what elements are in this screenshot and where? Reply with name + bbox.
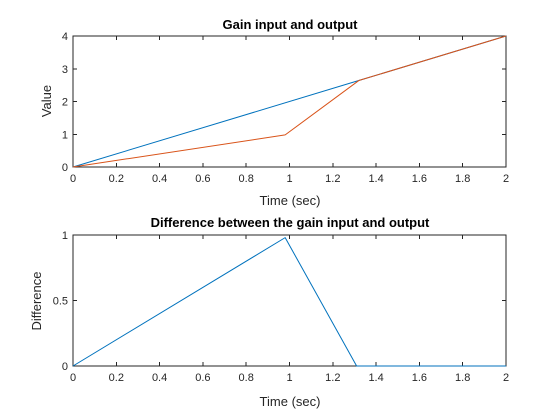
x-axis-label: Time (sec) xyxy=(260,193,321,208)
x-axis-label: Time (sec) xyxy=(260,394,321,409)
y-tick-label: 3 xyxy=(62,64,68,76)
x-tick-label: 2 xyxy=(503,173,509,185)
x-tick-label: 1.8 xyxy=(455,173,470,185)
series-line-1 xyxy=(72,237,506,367)
y-tick-label: 1 xyxy=(62,230,68,242)
x-tick-label: 1.4 xyxy=(368,372,383,384)
x-tick-label: 1.2 xyxy=(325,173,340,185)
x-tick-label: 2 xyxy=(503,372,509,384)
x-tick-label: 0.2 xyxy=(109,173,124,185)
chart-title: Difference between the gain input and ou… xyxy=(151,215,430,230)
x-tick-label: 0.6 xyxy=(195,372,210,384)
x-tick-label: 0.8 xyxy=(239,372,254,384)
x-tick-label: 0 xyxy=(70,372,76,384)
subplot-difference: Difference between the gain input and ou… xyxy=(29,215,509,409)
y-tick-label: 2 xyxy=(62,97,68,109)
x-tick-label: 0.4 xyxy=(152,372,167,384)
x-tick-label: 1.6 xyxy=(412,173,427,185)
y-axis-label: Value xyxy=(39,85,54,117)
y-tick-label: 0.5 xyxy=(53,296,68,308)
y-tick-label: 0 xyxy=(62,361,68,373)
y-tick-label: 0 xyxy=(62,162,68,174)
y-tick-label: 4 xyxy=(62,31,68,43)
x-tick-label: 0.4 xyxy=(152,173,167,185)
x-tick-label: 1 xyxy=(286,173,292,185)
x-tick-label: 0.6 xyxy=(195,173,210,185)
series-line-2 xyxy=(72,35,507,168)
x-tick-label: 0.2 xyxy=(109,372,124,384)
x-tick-label: 0 xyxy=(70,173,76,185)
x-tick-label: 1.2 xyxy=(325,372,340,384)
y-tick-label: 1 xyxy=(62,129,68,141)
x-tick-label: 0.8 xyxy=(239,173,254,185)
x-tick-label: 1.8 xyxy=(455,372,470,384)
y-axis-label: Difference xyxy=(29,271,44,330)
chart-title: Gain input and output xyxy=(222,17,358,32)
x-tick-label: 1.6 xyxy=(412,372,427,384)
x-tick-label: 1 xyxy=(286,372,292,384)
x-tick-label: 1.4 xyxy=(368,173,383,185)
subplot-gain: Gain input and output Value Time (sec) 0… xyxy=(39,17,509,208)
